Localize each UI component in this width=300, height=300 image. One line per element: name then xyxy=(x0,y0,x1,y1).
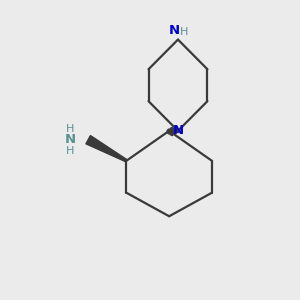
Polygon shape xyxy=(176,129,177,132)
Polygon shape xyxy=(171,127,172,135)
Text: H: H xyxy=(66,146,75,156)
Polygon shape xyxy=(172,128,173,134)
Text: N: N xyxy=(65,133,76,146)
Text: H: H xyxy=(66,124,75,134)
Text: N: N xyxy=(169,24,180,37)
Polygon shape xyxy=(177,130,178,132)
Text: N: N xyxy=(172,124,184,137)
Text: H: H xyxy=(180,27,189,37)
Polygon shape xyxy=(86,136,127,162)
